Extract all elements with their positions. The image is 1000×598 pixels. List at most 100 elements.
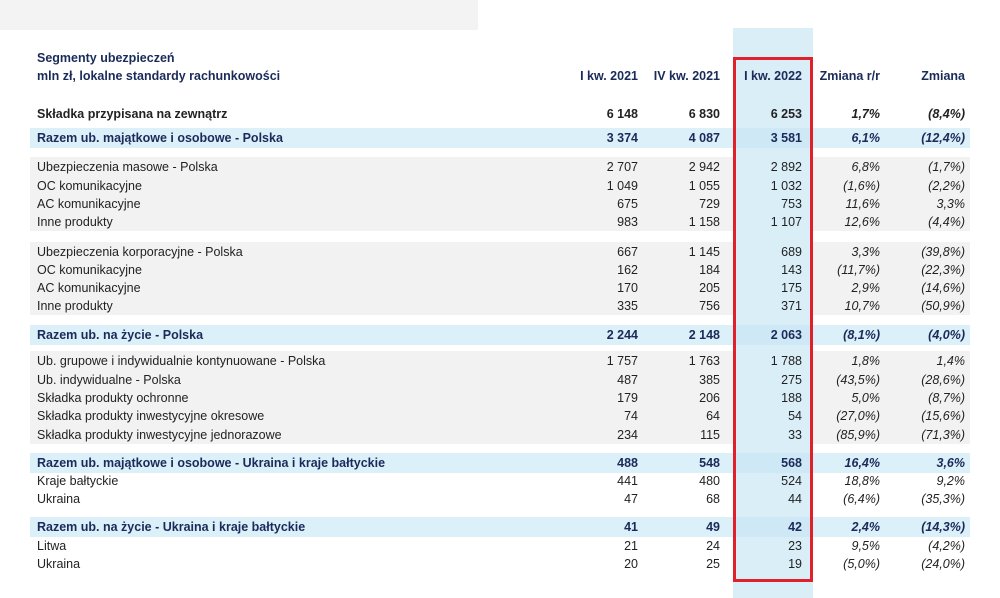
cell: 20	[624, 557, 638, 571]
cell: (43,5%)	[836, 373, 880, 387]
cell: (71,3%)	[921, 428, 965, 442]
cell: 1,7%	[851, 107, 881, 121]
cell: 184	[699, 263, 720, 277]
cell: 68	[706, 492, 720, 506]
row-label: Składka produkty inwestycyjne okresowe	[37, 409, 265, 423]
cell: 25	[706, 557, 720, 571]
cell: 1,4%	[936, 354, 966, 368]
cell: 179	[617, 391, 638, 405]
cell: (35,3%)	[921, 492, 965, 506]
cell: (50,9%)	[921, 299, 965, 313]
cell: (28,6%)	[921, 373, 965, 387]
cell: (11,7%)	[837, 263, 880, 277]
cell: 2 892	[770, 160, 802, 174]
row-label: AC komunikacyjne	[37, 281, 141, 295]
cell: (27,0%)	[836, 409, 880, 423]
total-row-bg	[733, 128, 813, 148]
row-label: Ubezpieczenia korporacyjne - Polska	[37, 245, 243, 259]
row-label: Składka produkty ochronne	[37, 391, 189, 405]
row-label: Razem ub. na życie - Polska	[37, 328, 204, 342]
cell: 6 148	[606, 107, 638, 121]
top-panel	[0, 0, 478, 30]
row-label: OC komunikacyjne	[37, 263, 142, 277]
title: Segmenty ubezpieczeń	[37, 51, 175, 65]
cell: (24,0%)	[921, 557, 965, 571]
highlight-border	[733, 57, 813, 582]
row-label: Składka przypisana na zewnątrz	[37, 107, 228, 121]
subtitle: mln zł, lokalne standardy rachunkowości	[37, 69, 281, 83]
cell: 488	[617, 456, 638, 470]
cell: 2,9%	[851, 281, 881, 295]
row-label: Razem ub. majątkowe i osobowe - Polska	[37, 131, 283, 145]
row-label: Inne produkty	[37, 299, 113, 313]
cell: (12,4%)	[921, 131, 965, 145]
cell: (15,6%)	[921, 409, 965, 423]
row-label: Kraje bałtyckie	[37, 474, 119, 488]
cell: 524	[781, 474, 802, 488]
row-label: Razem ub. majątkowe i osobowe - Ukraina …	[37, 456, 386, 470]
cell: 753	[781, 197, 802, 211]
cell: 1 032	[770, 179, 802, 193]
cell: 16,4%	[844, 456, 880, 470]
row-label: Składka produkty inwestycyjne jednorazow…	[37, 428, 282, 442]
cell: (8,7%)	[928, 391, 965, 405]
cell: 2 942	[688, 160, 720, 174]
cell: 1 145	[688, 245, 720, 259]
cell: 675	[617, 197, 638, 211]
cell: 480	[699, 474, 720, 488]
cell: 335	[617, 299, 638, 313]
row-label: Ukraina	[37, 492, 81, 506]
cell: 42	[788, 520, 802, 534]
cell: 667	[617, 245, 638, 259]
total-row-bg	[733, 325, 813, 345]
cell: 41	[624, 520, 638, 534]
cell: 12,6%	[844, 215, 880, 229]
cell: 1 055	[688, 179, 720, 193]
cell: 3 374	[606, 131, 638, 145]
cell: 275	[781, 373, 802, 387]
cell: 3,6%	[936, 456, 966, 470]
row-label: Ub. grupowe i indywidualnie kontynuowane…	[37, 354, 326, 368]
cell: (85,9%)	[836, 428, 880, 442]
cell: 2,4%	[851, 520, 881, 534]
cell: (39,8%)	[921, 245, 965, 259]
cell: 11,6%	[845, 197, 880, 211]
row-label: Ubezpieczenia masowe - Polska	[37, 160, 218, 174]
cell: 54	[788, 409, 802, 423]
cell: 6 830	[688, 107, 720, 121]
cell: 1 763	[688, 354, 720, 368]
total-row-bg	[733, 453, 813, 473]
column-header: IV kw. 2021	[653, 69, 720, 83]
cell: 371	[781, 299, 802, 313]
cell: (4,0%)	[928, 328, 965, 342]
total-row-bg	[733, 517, 813, 537]
cell: 170	[617, 281, 638, 295]
cell: 115	[700, 428, 720, 442]
column-header: I kw. 2022	[744, 69, 802, 83]
row-label: Ukraina	[37, 557, 81, 571]
cell: 983	[617, 215, 638, 229]
cell: 21	[624, 539, 638, 553]
cell: (1,6%)	[843, 179, 880, 193]
cell: 64	[706, 409, 720, 423]
cell: 5,0%	[851, 391, 881, 405]
cell: 548	[699, 456, 720, 470]
cell: 1,8%	[851, 354, 881, 368]
cell: 756	[699, 299, 720, 313]
cell: 206	[699, 391, 720, 405]
cell: 385	[699, 373, 720, 387]
cell: (5,0%)	[843, 557, 880, 571]
cell: 729	[699, 197, 720, 211]
cell: 3,3%	[936, 197, 966, 211]
cell: 2 063	[770, 328, 802, 342]
cell: (6,4%)	[843, 492, 880, 506]
cell: (4,4%)	[928, 215, 965, 229]
cell: (8,1%)	[843, 328, 880, 342]
row-label: Razem ub. na życie - Ukraina i kraje bał…	[37, 520, 306, 534]
cell: (8,4%)	[928, 107, 965, 121]
row-group-bg	[30, 351, 970, 444]
cell: 188	[781, 391, 802, 405]
column-header: I kw. 2021	[580, 69, 638, 83]
column-header: Zmiana	[921, 69, 965, 83]
row-label: OC komunikacyjne	[37, 179, 142, 193]
